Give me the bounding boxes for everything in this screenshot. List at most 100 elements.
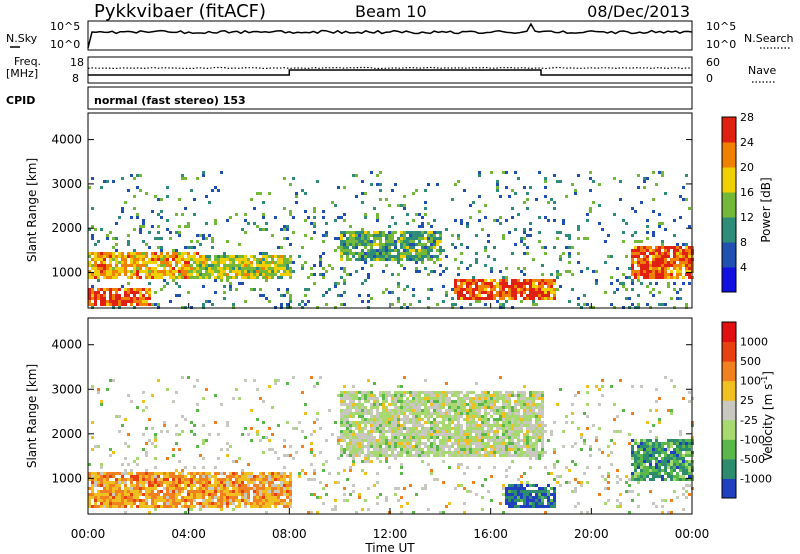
heatmap-cell bbox=[343, 246, 346, 249]
heatmap-cell bbox=[517, 415, 520, 418]
heatmap-cell bbox=[247, 264, 250, 267]
heatmap-cell bbox=[475, 493, 478, 496]
heatmap-cell bbox=[121, 285, 124, 288]
heatmap-cell bbox=[478, 451, 481, 454]
heatmap-cell bbox=[502, 234, 505, 237]
heatmap-cell bbox=[616, 288, 619, 291]
heatmap-cell bbox=[97, 391, 100, 394]
heatmap-cell bbox=[427, 240, 430, 243]
heatmap-cell bbox=[220, 505, 223, 508]
heatmap-cell bbox=[412, 448, 415, 451]
heatmap-cell bbox=[283, 502, 286, 505]
heatmap-cell bbox=[448, 436, 451, 439]
heatmap-cell bbox=[295, 427, 298, 430]
heatmap-cell bbox=[268, 439, 271, 442]
heatmap-cell bbox=[430, 415, 433, 418]
heatmap-cell bbox=[112, 487, 115, 490]
heatmap-cell bbox=[391, 273, 394, 276]
heatmap-cell bbox=[454, 183, 457, 186]
heatmap-cell bbox=[421, 231, 424, 234]
heatmap-cell bbox=[514, 502, 517, 505]
heatmap-cell bbox=[91, 478, 94, 481]
heatmap-cell bbox=[457, 421, 460, 424]
heatmap-cell bbox=[634, 460, 637, 463]
heatmap-cell bbox=[151, 225, 154, 228]
heatmap-cell bbox=[271, 475, 274, 478]
heatmap-cell bbox=[391, 454, 394, 457]
heatmap-cell bbox=[346, 430, 349, 433]
heatmap-cell bbox=[511, 216, 514, 219]
heatmap-cell bbox=[115, 484, 118, 487]
heatmap-cell bbox=[448, 454, 451, 457]
heatmap-cell bbox=[412, 394, 415, 397]
heatmap-cell bbox=[568, 237, 571, 240]
heatmap-cell bbox=[241, 499, 244, 502]
heatmap-cell bbox=[532, 258, 535, 261]
heatmap-cell bbox=[358, 442, 361, 445]
heatmap-cell bbox=[520, 421, 523, 424]
heatmap-cell bbox=[127, 297, 130, 300]
heatmap-cell bbox=[259, 499, 262, 502]
heatmap-cell bbox=[652, 261, 655, 264]
heatmap-cell bbox=[415, 409, 418, 412]
heatmap-cell bbox=[493, 466, 496, 469]
heatmap-cell bbox=[229, 481, 232, 484]
heatmap-cell bbox=[232, 397, 235, 400]
heatmap-cell bbox=[475, 279, 478, 282]
heatmap-cell bbox=[253, 379, 256, 382]
heatmap-cell bbox=[484, 288, 487, 291]
heatmap-cell bbox=[103, 270, 106, 273]
heatmap-cell bbox=[514, 243, 517, 246]
heatmap-cell bbox=[187, 270, 190, 273]
heatmap-cell bbox=[451, 400, 454, 403]
heatmap-cell bbox=[370, 418, 373, 421]
heatmap-cell bbox=[361, 228, 364, 231]
heatmap-cell bbox=[433, 448, 436, 451]
heatmap-cell bbox=[652, 454, 655, 457]
heatmap-cell bbox=[421, 237, 424, 240]
heatmap-cell bbox=[589, 445, 592, 448]
heatmap-cell bbox=[535, 451, 538, 454]
heatmap-cell bbox=[88, 493, 91, 496]
heatmap-cell bbox=[427, 255, 430, 258]
heatmap-cell bbox=[370, 297, 373, 300]
heatmap-cell bbox=[670, 469, 673, 472]
heatmap-cell bbox=[220, 484, 223, 487]
heatmap-cell bbox=[361, 433, 364, 436]
heatmap-cell bbox=[259, 490, 262, 493]
heatmap-cell bbox=[349, 397, 352, 400]
heatmap-cell bbox=[460, 442, 463, 445]
heatmap-cell bbox=[514, 451, 517, 454]
heatmap-cell bbox=[205, 475, 208, 478]
heatmap-cell bbox=[205, 478, 208, 481]
heatmap-cell bbox=[103, 490, 106, 493]
heatmap-cell bbox=[349, 234, 352, 237]
heatmap-cell bbox=[397, 430, 400, 433]
heatmap-cell bbox=[187, 505, 190, 508]
heatmap-cell bbox=[337, 216, 340, 219]
heatmap-cell bbox=[283, 481, 286, 484]
heatmap-cell bbox=[340, 409, 343, 412]
heatmap-cell bbox=[253, 270, 256, 273]
heatmap-cell bbox=[163, 255, 166, 258]
heatmap-cell bbox=[394, 409, 397, 412]
heatmap-cell bbox=[685, 258, 688, 261]
heatmap-cell bbox=[667, 457, 670, 460]
heatmap-cell bbox=[103, 252, 106, 255]
heatmap-cell bbox=[148, 303, 151, 306]
heatmap-cell bbox=[139, 258, 142, 261]
heatmap-cell bbox=[571, 421, 574, 424]
heatmap-cell bbox=[610, 276, 613, 279]
heatmap-cell bbox=[439, 451, 442, 454]
heatmap-cell bbox=[106, 273, 109, 276]
heatmap-cell bbox=[220, 255, 223, 258]
heatmap-cell bbox=[268, 300, 271, 303]
heatmap-cell bbox=[139, 288, 142, 291]
heatmap-cell bbox=[109, 303, 112, 306]
heatmap-cell bbox=[397, 406, 400, 409]
heatmap-cell bbox=[442, 442, 445, 445]
heatmap-cell bbox=[460, 252, 463, 255]
heatmap-cell bbox=[649, 448, 652, 451]
heatmap-cell bbox=[370, 394, 373, 397]
heatmap-cell bbox=[490, 282, 493, 285]
